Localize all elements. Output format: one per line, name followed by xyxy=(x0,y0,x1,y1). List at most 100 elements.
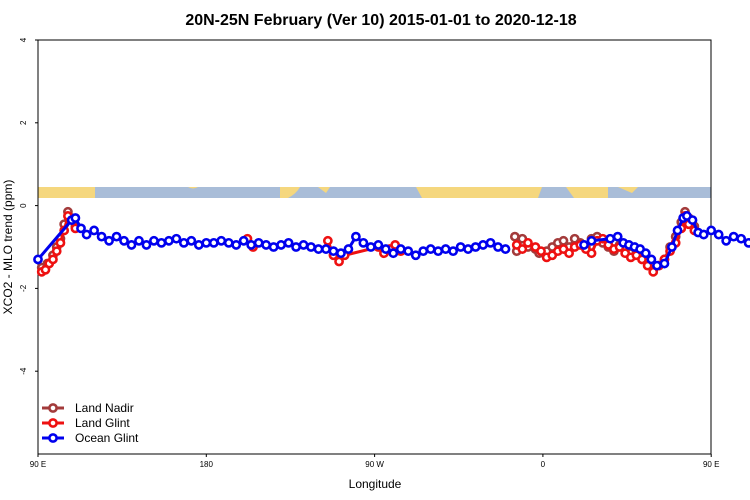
data-point xyxy=(433,246,444,257)
y-tick-label: -4 xyxy=(19,367,28,375)
data-point xyxy=(365,242,376,252)
plot-area xyxy=(33,206,750,277)
data-point xyxy=(728,231,739,242)
data-point xyxy=(605,233,616,244)
y-tick-label: 2 xyxy=(19,120,28,125)
data-point xyxy=(268,242,279,252)
data-point xyxy=(163,235,174,246)
data-point xyxy=(478,240,488,250)
data-point xyxy=(736,233,747,244)
data-point xyxy=(586,248,597,259)
data-point xyxy=(672,225,683,236)
data-point xyxy=(652,260,662,271)
legend-label: Land Nadir xyxy=(75,401,134,415)
data-point xyxy=(313,244,324,254)
data-point xyxy=(328,246,339,257)
data-point xyxy=(586,235,597,246)
data-point xyxy=(640,248,651,259)
data-point xyxy=(283,237,294,248)
data-point xyxy=(380,244,391,254)
map-band-land-3 xyxy=(280,187,300,198)
data-point xyxy=(81,229,92,240)
data-point xyxy=(141,240,152,250)
data-point xyxy=(743,237,750,248)
x-axis-label: Longitude xyxy=(349,477,402,491)
data-point xyxy=(646,254,657,265)
y-tick-label: 4 xyxy=(19,37,28,42)
data-point xyxy=(410,250,421,261)
x-tick-label: 90 E xyxy=(703,460,719,469)
data-point xyxy=(523,237,533,248)
map-band xyxy=(38,187,711,198)
data-point xyxy=(111,231,122,242)
data-point xyxy=(659,258,670,269)
map-band-land-2 xyxy=(188,187,198,189)
data-point xyxy=(448,246,459,257)
data-point xyxy=(388,248,399,259)
data-point xyxy=(706,225,717,236)
data-point xyxy=(193,240,204,250)
map-band-land-5 xyxy=(416,187,542,198)
data-point xyxy=(358,237,369,248)
chart-title: 20N-25N February (Ver 10) 2015-01-01 to … xyxy=(185,12,576,29)
data-point xyxy=(721,235,732,246)
x-tick-label: 180 xyxy=(200,460,214,469)
legend-label: Land Glint xyxy=(75,416,130,430)
data-point xyxy=(612,231,623,242)
map-band-land-7 xyxy=(618,187,638,193)
data-point xyxy=(517,244,528,254)
x-tick-label: 90 E xyxy=(30,460,46,469)
data-point xyxy=(334,256,344,267)
map-band-land-6 xyxy=(566,187,608,198)
data-point xyxy=(149,235,159,246)
data-point xyxy=(55,237,66,248)
data-point xyxy=(306,242,316,252)
data-point xyxy=(403,246,414,257)
data-point xyxy=(373,240,384,250)
data-point xyxy=(713,229,724,240)
data-point xyxy=(485,237,496,248)
legend-swatch-marker xyxy=(48,403,58,413)
data-point xyxy=(322,235,333,246)
data-point xyxy=(119,235,129,246)
data-point xyxy=(698,229,709,240)
data-point xyxy=(291,242,301,252)
data-point xyxy=(201,237,212,248)
series-ocean-glint xyxy=(33,211,750,271)
y-axis-label: XCO2 - MLO trend (ppm) xyxy=(1,180,15,315)
data-point xyxy=(455,242,466,252)
map-band-land-1 xyxy=(38,187,95,198)
data-point xyxy=(76,223,86,234)
data-point xyxy=(336,248,346,259)
data-point xyxy=(134,235,144,246)
data-point xyxy=(246,240,257,250)
data-point xyxy=(51,246,62,257)
data-point xyxy=(89,225,99,236)
data-point xyxy=(261,240,272,250)
data-point xyxy=(343,244,354,254)
data-point xyxy=(493,242,503,252)
data-point xyxy=(171,233,182,244)
data-point xyxy=(208,237,219,248)
data-point xyxy=(238,235,249,246)
data-point xyxy=(298,240,309,250)
legend-label: Ocean Glint xyxy=(75,431,139,445)
data-point xyxy=(186,235,197,246)
data-point xyxy=(231,240,242,250)
data-point xyxy=(350,231,361,242)
data-point xyxy=(500,244,511,254)
data-point xyxy=(253,237,264,248)
map-band-land-4 xyxy=(318,187,330,193)
data-point xyxy=(126,240,137,250)
data-point xyxy=(667,242,677,252)
data-point xyxy=(33,254,43,265)
data-point xyxy=(178,237,189,248)
data-point xyxy=(48,254,58,265)
data-point xyxy=(96,231,107,242)
data-point xyxy=(223,237,234,248)
legend-swatch-marker xyxy=(48,418,58,428)
data-point xyxy=(321,244,331,254)
data-point xyxy=(536,246,546,257)
